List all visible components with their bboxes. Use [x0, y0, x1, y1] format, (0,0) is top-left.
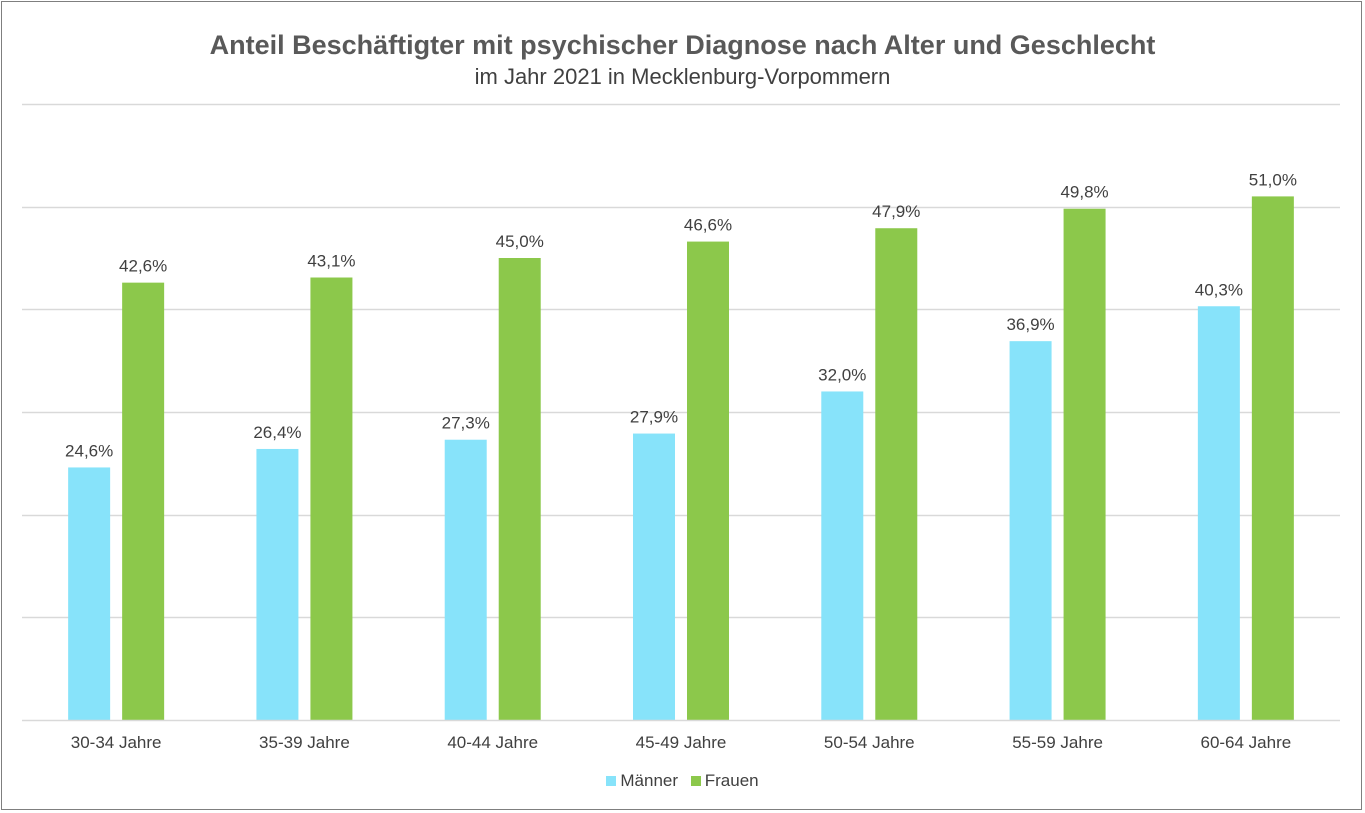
data-label: 49,8% — [1060, 183, 1108, 202]
bar-frauen — [875, 228, 918, 720]
data-label: 40,3% — [1195, 280, 1243, 299]
chart-title: Anteil Beschäftigter mit psychischer Dia… — [209, 30, 1156, 60]
bar-maenner — [256, 448, 299, 720]
bar-maenner — [1009, 341, 1052, 720]
chart-subtitle: im Jahr 2021 in Mecklenburg-Vorpommern — [474, 64, 891, 89]
bar-frauen — [498, 258, 541, 720]
bar-maenner — [633, 433, 675, 720]
data-label: 27,3% — [442, 414, 490, 433]
data-label: 26,4% — [253, 423, 301, 442]
bar-frauen — [1063, 208, 1106, 720]
legend: Männer Frauen — [0, 771, 1365, 791]
bar-maenner — [444, 439, 487, 720]
legend-swatch-frauen — [690, 776, 701, 786]
data-label: 47,9% — [872, 202, 920, 221]
data-label: 45,0% — [496, 232, 544, 251]
x-tick-label: 55-59 Jahre — [1012, 733, 1103, 752]
x-tick-label: 40-44 Jahre — [447, 733, 538, 752]
bar-maenner — [1197, 306, 1240, 720]
legend-item-maenner: Männer — [606, 771, 678, 791]
data-label: 32,0% — [818, 365, 866, 384]
x-tick-label: 60-64 Jahre — [1200, 733, 1291, 752]
data-label: 51,0% — [1249, 170, 1297, 189]
data-label: 24,6% — [65, 441, 113, 460]
x-tick-label: 45-49 Jahre — [636, 733, 727, 752]
data-label: 27,9% — [630, 408, 678, 427]
legend-item-frauen: Frauen — [690, 771, 759, 791]
x-tick-label: 30-34 Jahre — [71, 733, 162, 752]
bar-frauen — [122, 282, 165, 720]
legend-label-maenner: Männer — [620, 771, 679, 790]
x-tick-label: 50-54 Jahre — [824, 733, 915, 752]
bar-maenner — [68, 467, 111, 720]
data-label: 36,9% — [1006, 315, 1054, 334]
bar-frauen — [1251, 196, 1294, 720]
data-label: 42,6% — [119, 257, 167, 276]
legend-label-frauen: Frauen — [704, 771, 759, 790]
bar-maenner — [821, 391, 864, 720]
x-tick-label: 35-39 Jahre — [259, 733, 350, 752]
data-label: 46,6% — [684, 216, 732, 235]
data-label: 43,1% — [307, 252, 355, 271]
bar-frauen — [687, 241, 729, 720]
legend-swatch-maenner — [606, 776, 617, 786]
bar-frauen — [310, 277, 353, 720]
